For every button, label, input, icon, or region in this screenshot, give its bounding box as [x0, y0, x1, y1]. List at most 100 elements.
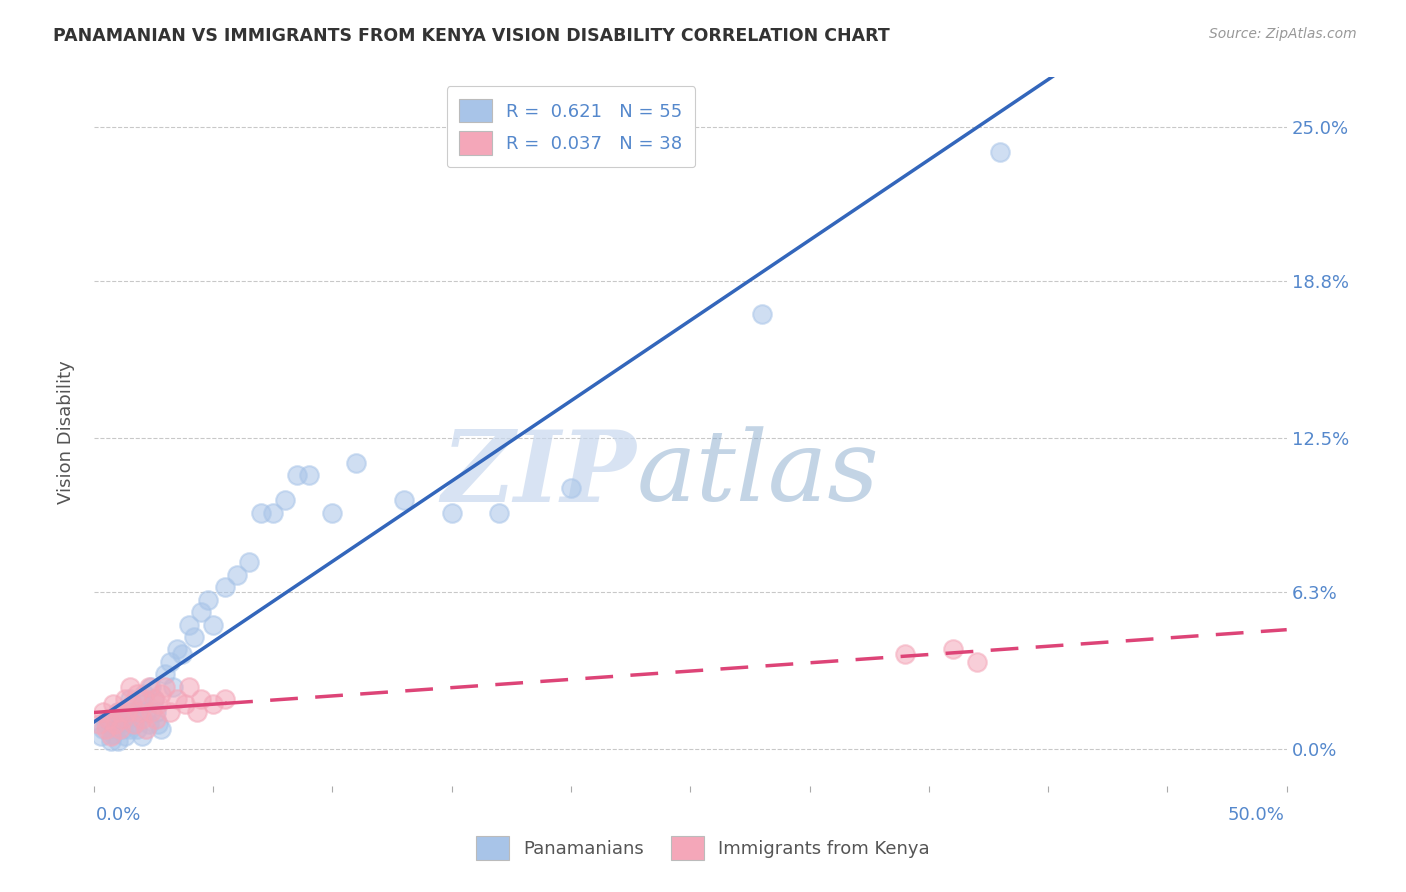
Text: Source: ZipAtlas.com: Source: ZipAtlas.com [1209, 27, 1357, 41]
Point [155, 667, 177, 681]
Point [145, 712, 167, 726]
Point [166, 692, 188, 706]
Point [107, 734, 129, 748]
Point [97, 712, 120, 726]
Point [114, 730, 136, 744]
Point [148, 717, 170, 731]
Point [101, 697, 124, 711]
Point [141, 705, 163, 719]
Point [108, 717, 131, 731]
Point [183, 630, 205, 644]
Point [298, 468, 321, 483]
Point [560, 481, 582, 495]
Point [125, 687, 148, 701]
Point [202, 617, 225, 632]
Point [186, 705, 208, 719]
Point [214, 692, 236, 706]
Point [145, 705, 167, 719]
Point [202, 697, 225, 711]
Point [141, 680, 163, 694]
Point [87, 717, 110, 731]
Point [125, 722, 148, 736]
Legend: R =  0.621   N = 55, R =  0.037   N = 38: R = 0.621 N = 55, R = 0.037 N = 38 [447, 87, 696, 167]
Point [262, 506, 284, 520]
Legend: Panamanians, Immigrants from Kenya: Panamanians, Immigrants from Kenya [470, 830, 936, 867]
Point [131, 712, 153, 726]
Point [97, 712, 120, 726]
Text: 50.0%: 50.0% [1227, 806, 1284, 824]
Point [118, 680, 141, 694]
Point [121, 705, 143, 719]
Point [392, 493, 415, 508]
Point [117, 712, 139, 726]
Point [942, 642, 965, 657]
Point [124, 717, 146, 731]
Y-axis label: Vision Disability: Vision Disability [58, 360, 75, 504]
Point [197, 592, 219, 607]
Point [114, 692, 136, 706]
Point [190, 605, 212, 619]
Point [179, 680, 201, 694]
Point [190, 692, 212, 706]
Point [104, 717, 127, 731]
Point [128, 705, 150, 719]
Point [138, 680, 160, 694]
Point [111, 722, 134, 736]
Point [100, 730, 122, 744]
Point [321, 506, 343, 520]
Point [173, 697, 195, 711]
Point [226, 567, 249, 582]
Point [132, 692, 155, 706]
Point [142, 692, 165, 706]
Point [138, 717, 160, 731]
Point [751, 307, 773, 321]
Point [100, 734, 122, 748]
Point [124, 717, 146, 731]
Point [94, 717, 117, 731]
Point [131, 730, 153, 744]
Point [111, 712, 134, 726]
Point [894, 648, 917, 662]
Point [990, 145, 1012, 159]
Point [966, 655, 988, 669]
Point [172, 648, 194, 662]
Point [488, 506, 510, 520]
Point [101, 727, 124, 741]
Point [159, 705, 181, 719]
Point [142, 692, 165, 706]
Point [148, 697, 170, 711]
Point [107, 705, 129, 719]
Point [159, 655, 181, 669]
Point [135, 705, 157, 719]
Point [94, 722, 117, 736]
Point [132, 687, 155, 701]
Point [274, 493, 297, 508]
Point [238, 555, 260, 569]
Point [128, 712, 150, 726]
Point [118, 722, 141, 736]
Point [440, 506, 463, 520]
Point [118, 692, 141, 706]
Text: 0.0%: 0.0% [97, 806, 142, 824]
Text: PANAMANIAN VS IMMIGRANTS FROM KENYA VISION DISABILITY CORRELATION CHART: PANAMANIAN VS IMMIGRANTS FROM KENYA VISI… [53, 27, 890, 45]
Point [162, 680, 184, 694]
Point [285, 468, 308, 483]
Point [214, 580, 236, 594]
Point [121, 697, 143, 711]
Point [149, 687, 172, 701]
Point [104, 722, 127, 736]
Point [155, 680, 177, 694]
Text: ZIP: ZIP [441, 426, 637, 523]
Point [117, 705, 139, 719]
Point [135, 722, 157, 736]
Point [179, 617, 201, 632]
Point [93, 705, 115, 719]
Point [90, 730, 112, 744]
Point [107, 705, 129, 719]
Point [93, 722, 115, 736]
Point [344, 456, 367, 470]
Point [108, 722, 131, 736]
Text: atlas: atlas [637, 426, 879, 522]
Point [250, 506, 273, 520]
Point [166, 642, 188, 657]
